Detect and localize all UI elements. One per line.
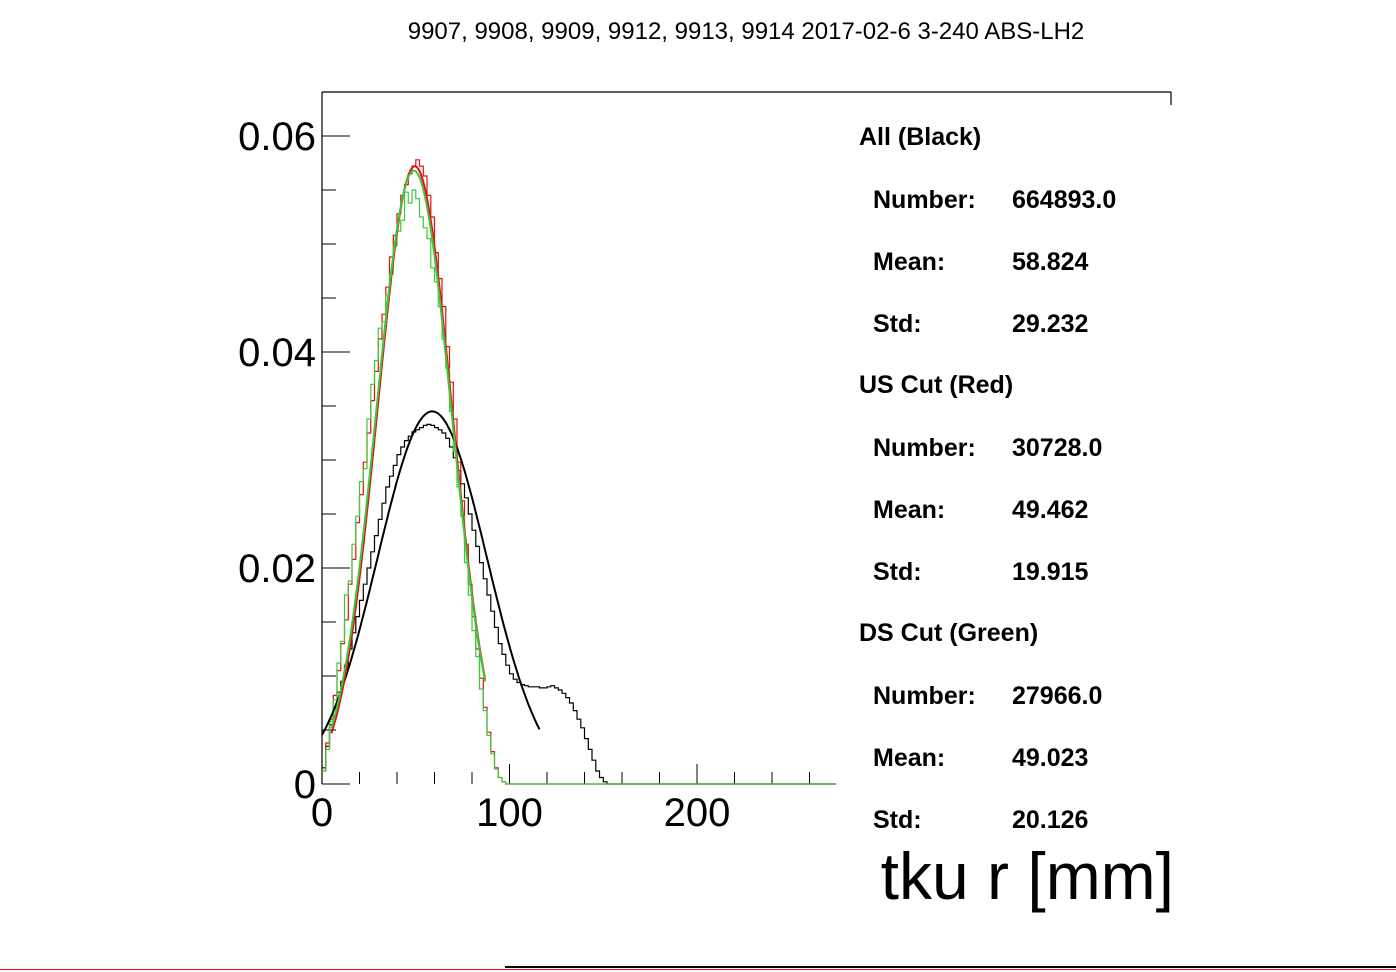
- y-tick-label: 0.06: [238, 115, 316, 159]
- fit-curve: [330, 169, 487, 729]
- stats-box: All (Black) Number: 664893.0 Mean: 58.824 Std…: [859, 123, 1116, 834]
- stats-value: 20.126: [1012, 806, 1088, 834]
- stats-value: 49.462: [1012, 496, 1088, 524]
- x-tick-label: 0: [311, 791, 333, 835]
- stats-label: Mean:: [873, 248, 945, 276]
- histogram-all: [322, 423, 836, 785]
- stats-label: Number:: [873, 434, 976, 462]
- axis-ticks: [321, 135, 810, 785]
- stats-header: All (Black): [859, 123, 981, 151]
- stats-label: Std:: [873, 310, 922, 338]
- plot-frame: [321, 91, 1172, 784]
- stats-value: 19.915: [1012, 558, 1089, 586]
- stats-header: DS Cut (Green): [859, 619, 1038, 647]
- stats-value: 49.023: [1012, 744, 1088, 772]
- stats-value: 30728.0: [1012, 434, 1102, 462]
- fit-curve: [321, 410, 541, 736]
- stats-value: 664893.0: [1012, 186, 1116, 214]
- stats-value: 27966.0: [1012, 682, 1102, 710]
- stats-value: 29.232: [1012, 310, 1088, 338]
- y-tick-label: 0.02: [238, 547, 316, 591]
- stats-label: Std:: [873, 558, 922, 586]
- x-axis-label: tku r [mm]: [881, 839, 1174, 913]
- stats-header: US Cut (Red): [859, 371, 1013, 399]
- stats-label: Number:: [873, 682, 976, 710]
- fit-curves: [321, 165, 541, 736]
- y-tick-label: 0.04: [238, 331, 316, 375]
- tick-labels: 0 0.02 0.04 0.06 0 100 200: [238, 115, 730, 835]
- chart-title: 9907, 9908, 9909, 9912, 9913, 9914 2017-…: [408, 18, 1085, 45]
- stats-label: Std:: [873, 806, 922, 834]
- x-tick-label: 100: [476, 791, 543, 835]
- y-tick-label: 0: [294, 763, 316, 807]
- stats-label: Mean:: [873, 496, 945, 524]
- x-tick-label: 200: [664, 791, 731, 835]
- histogram-ds: [322, 189, 836, 785]
- stats-label: Number:: [873, 186, 976, 214]
- stats-value: 58.824: [1012, 248, 1089, 276]
- stats-label: Mean:: [873, 744, 945, 772]
